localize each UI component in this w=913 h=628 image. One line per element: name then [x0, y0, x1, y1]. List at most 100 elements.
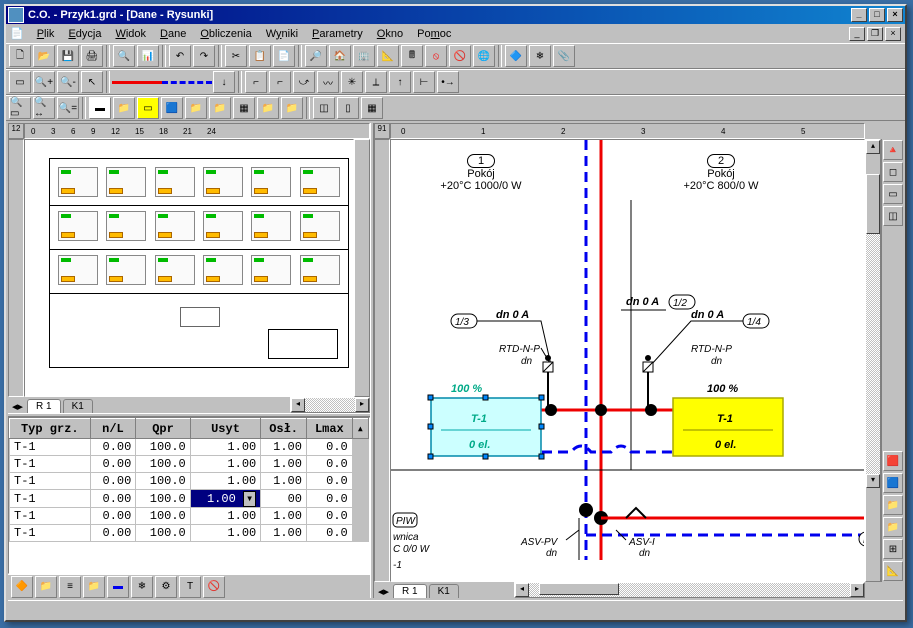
layer-5[interactable]: 📁: [185, 97, 207, 119]
drawing-vscroll[interactable]: ▴▾: [865, 139, 881, 582]
menu-parametry[interactable]: Parametry: [305, 26, 370, 42]
view-grid[interactable]: ▦: [361, 97, 383, 119]
zoom-in-button[interactable]: 🔍+: [33, 71, 55, 93]
close-button[interactable]: ×: [887, 8, 903, 22]
col-qpr[interactable]: Qpr: [136, 419, 190, 439]
view-split[interactable]: ◫: [313, 97, 335, 119]
table-row[interactable]: T-10.00100.01.001.000.0: [10, 508, 369, 525]
menu-widok[interactable]: Widok: [108, 26, 153, 42]
btab-2[interactable]: 📁: [35, 576, 57, 598]
overview-vscroll[interactable]: [354, 139, 370, 397]
btab-4[interactable]: 📁: [83, 576, 105, 598]
menu-wyniki[interactable]: Wyniki: [259, 26, 305, 42]
layer-4[interactable]: 🟦: [161, 97, 183, 119]
menu-okno[interactable]: Okno: [370, 26, 410, 42]
node-tool[interactable]: •→: [437, 71, 459, 93]
layer-3[interactable]: ▭: [137, 97, 159, 119]
layer-8[interactable]: 📁: [257, 97, 279, 119]
preview-button[interactable]: 🔍: [113, 45, 135, 67]
corner-1[interactable]: ⌐: [245, 71, 267, 93]
menu-edycja[interactable]: Edycja: [61, 26, 108, 42]
zoom-window[interactable]: 🔍▭: [9, 97, 31, 119]
col-osl[interactable]: Osł.: [261, 419, 307, 439]
btab-8[interactable]: T: [179, 576, 201, 598]
col-nl[interactable]: n/L: [90, 419, 136, 439]
btab-3[interactable]: ≡: [59, 576, 81, 598]
stool-4[interactable]: ◫: [883, 206, 903, 226]
menu-plik[interactable]: Plik: [30, 26, 62, 42]
table-row[interactable]: T-10.00100.01.001.000.0: [10, 439, 369, 456]
branch-tool[interactable]: ⊢: [413, 71, 435, 93]
ov-tab-r1[interactable]: R 1: [27, 399, 61, 413]
overview-canvas[interactable]: [24, 139, 354, 397]
layer-9[interactable]: 📁: [281, 97, 303, 119]
jump-tool[interactable]: ⤻: [293, 71, 315, 93]
menu-dane[interactable]: Dane: [153, 26, 193, 42]
stool-2[interactable]: ◻: [883, 162, 903, 182]
select-tool[interactable]: ▭: [9, 71, 31, 93]
btab-1[interactable]: 🔶: [11, 576, 33, 598]
view-single[interactable]: ▯: [337, 97, 359, 119]
stool-10[interactable]: 📐: [883, 561, 903, 581]
wave-tool[interactable]: 〰: [317, 71, 339, 93]
cut-button[interactable]: ✂: [225, 45, 247, 67]
minimize-button[interactable]: _: [851, 8, 867, 22]
layer-7[interactable]: ▦: [233, 97, 255, 119]
tool-c[interactable]: 📎: [553, 45, 575, 67]
menu-obliczenia[interactable]: Obliczenia: [193, 26, 258, 42]
paste-button[interactable]: 📄: [273, 45, 295, 67]
options-button[interactable]: ⦸: [425, 45, 447, 67]
table-row[interactable]: T-10.00100.01.001.000.0: [10, 525, 369, 542]
redo-button[interactable]: ↷: [193, 45, 215, 67]
undo-button[interactable]: ↶: [169, 45, 191, 67]
plot-preview-button[interactable]: 📊: [137, 45, 159, 67]
mdi-minimize[interactable]: _: [849, 27, 865, 41]
overview-hscroll[interactable]: ◂▸: [290, 397, 370, 413]
maximize-button[interactable]: □: [869, 8, 885, 22]
col-usyt[interactable]: Usyt: [190, 419, 260, 439]
drawing-canvas[interactable]: 1 Pokój +20°C 1000/0 W 2 Pokój +20°C 800…: [390, 139, 865, 582]
home-button[interactable]: 🏠: [329, 45, 351, 67]
globe-button[interactable]: 🌐: [473, 45, 495, 67]
dtab-k1[interactable]: K1: [429, 584, 459, 598]
up-tool[interactable]: ↑: [389, 71, 411, 93]
layer-6[interactable]: 📁: [209, 97, 231, 119]
layer-1[interactable]: ▬: [89, 97, 111, 119]
mdi-restore[interactable]: ❐: [867, 27, 883, 41]
corner-2[interactable]: ⌐: [269, 71, 291, 93]
layer-2[interactable]: 📁: [113, 97, 135, 119]
drawing-hscroll[interactable]: ◂▸: [514, 582, 865, 598]
copy-button[interactable]: 📋: [249, 45, 271, 67]
stool-5[interactable]: 🟥: [883, 451, 903, 471]
btab-9[interactable]: 🚫: [203, 576, 225, 598]
new-button[interactable]: 🗋: [9, 45, 31, 67]
dtab-r1[interactable]: R 1: [393, 584, 427, 598]
stool-1[interactable]: 🔺: [883, 140, 903, 160]
btab-5[interactable]: ▬: [107, 576, 129, 598]
menu-pomoc[interactable]: Pomoc: [410, 26, 458, 42]
table-row[interactable]: T-10.00100.01.001.000.0: [10, 456, 369, 473]
calc-button[interactable]: 📐: [377, 45, 399, 67]
table-row[interactable]: T-10.00100.01.001.000.0: [10, 473, 369, 490]
col-lmax[interactable]: Lmax: [306, 419, 352, 439]
stool-9[interactable]: ⊞: [883, 539, 903, 559]
print-button[interactable]: 🖨: [81, 45, 103, 67]
find-button[interactable]: 🔎: [305, 45, 327, 67]
no-entry-button[interactable]: 🚫: [449, 45, 471, 67]
table-row[interactable]: T-10.00100.01.00 ▾000.0: [10, 490, 369, 508]
tee-tool[interactable]: ⟂: [365, 71, 387, 93]
cross-tool[interactable]: ✳: [341, 71, 363, 93]
arrow-down-tool[interactable]: ↓: [213, 71, 235, 93]
grz-table[interactable]: Typ grz. n/L Qpr Usyt Osł. Lmax ▴ T-10.0…: [9, 418, 369, 542]
save-button[interactable]: 💾: [57, 45, 79, 67]
stool-3[interactable]: ▭: [883, 184, 903, 204]
results-button[interactable]: 🖩: [401, 45, 423, 67]
mdi-close[interactable]: ×: [885, 27, 901, 41]
stool-8[interactable]: 📁: [883, 517, 903, 537]
zoom-100[interactable]: 🔍=: [57, 97, 79, 119]
col-typ[interactable]: Typ grz.: [10, 419, 91, 439]
btab-7[interactable]: ⚙: [155, 576, 177, 598]
stool-6[interactable]: 🟦: [883, 473, 903, 493]
open-button[interactable]: 📂: [33, 45, 55, 67]
ov-tab-k1[interactable]: K1: [63, 399, 93, 413]
